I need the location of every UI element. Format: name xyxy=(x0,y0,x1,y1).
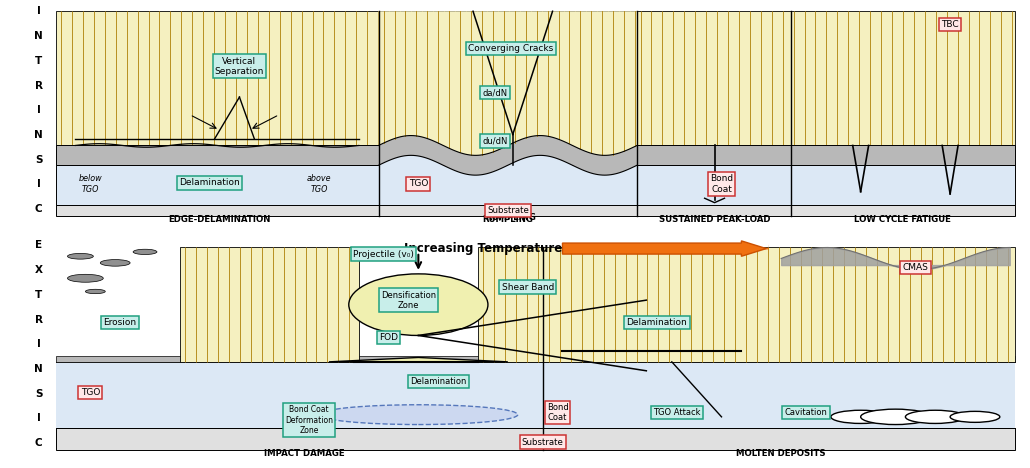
Text: MOLTEN DEPOSITS: MOLTEN DEPOSITS xyxy=(736,448,826,458)
Text: I: I xyxy=(37,180,40,190)
Text: Densification
Zone: Densification Zone xyxy=(381,291,436,310)
Text: R: R xyxy=(35,80,42,90)
Text: below
TGO: below TGO xyxy=(78,174,102,194)
Circle shape xyxy=(85,289,105,294)
Text: Delamination: Delamination xyxy=(410,377,467,386)
Ellipse shape xyxy=(319,405,518,424)
Text: S: S xyxy=(35,155,42,165)
Circle shape xyxy=(861,409,930,424)
Bar xyxy=(56,356,1015,362)
Bar xyxy=(56,428,1015,450)
Text: above
TGO: above TGO xyxy=(307,174,332,194)
Text: N: N xyxy=(34,130,43,140)
Text: I: I xyxy=(37,339,40,349)
Polygon shape xyxy=(379,11,637,155)
Text: T: T xyxy=(35,290,42,300)
Polygon shape xyxy=(329,358,508,362)
Text: Increasing Temperature: Increasing Temperature xyxy=(404,242,562,255)
Bar xyxy=(56,165,1015,205)
Polygon shape xyxy=(379,155,637,205)
Text: RUMPLING: RUMPLING xyxy=(485,213,537,222)
Text: E: E xyxy=(35,240,42,250)
Text: FOD: FOD xyxy=(379,333,398,342)
Circle shape xyxy=(100,260,130,266)
Text: D: D xyxy=(414,289,422,299)
Text: S: S xyxy=(35,389,42,399)
Text: Projectile (v₀): Projectile (v₀) xyxy=(353,249,414,259)
Text: I: I xyxy=(37,414,40,424)
Text: Delamination: Delamination xyxy=(179,178,240,187)
Text: N: N xyxy=(34,364,43,374)
Circle shape xyxy=(831,410,891,424)
Text: Vertical
Separation: Vertical Separation xyxy=(215,57,264,76)
Text: TGO Attack: TGO Attack xyxy=(653,408,700,417)
Bar xyxy=(56,205,1015,216)
Text: RUMPLING: RUMPLING xyxy=(482,214,534,224)
Text: N: N xyxy=(34,31,43,41)
Text: TBC: TBC xyxy=(941,20,959,29)
Text: C: C xyxy=(35,438,42,448)
Text: IMPACT DAMAGE: IMPACT DAMAGE xyxy=(264,448,344,458)
Circle shape xyxy=(950,411,1000,422)
Text: TGO: TGO xyxy=(80,388,100,397)
Bar xyxy=(56,362,1015,428)
Text: Cavitation: Cavitation xyxy=(785,408,827,417)
Text: Bond Coat
Deformation
Zone: Bond Coat Deformation Zone xyxy=(285,405,333,435)
Text: Shear Band: Shear Band xyxy=(502,283,554,292)
Text: Bond
Coat: Bond Coat xyxy=(710,174,733,194)
Text: X: X xyxy=(35,265,42,275)
Text: Bond
Coat: Bond Coat xyxy=(547,403,569,422)
Text: R: R xyxy=(35,314,42,324)
Circle shape xyxy=(68,253,94,259)
Bar xyxy=(56,146,1015,165)
Circle shape xyxy=(68,274,103,282)
Polygon shape xyxy=(379,136,637,175)
Text: T: T xyxy=(35,56,42,66)
FancyArrow shape xyxy=(562,241,766,256)
Text: Substrate: Substrate xyxy=(521,438,563,446)
Text: du/dN: du/dN xyxy=(482,137,508,146)
Text: LOW CYCLE FATIGUE: LOW CYCLE FATIGUE xyxy=(854,214,951,224)
Text: Substrate: Substrate xyxy=(487,206,528,215)
Bar xyxy=(180,248,358,362)
Text: C: C xyxy=(35,204,42,214)
Text: SUSTAINED PEAK-LOAD: SUSTAINED PEAK-LOAD xyxy=(659,214,770,224)
Circle shape xyxy=(905,410,965,424)
Text: EDGE-DELAMINATION: EDGE-DELAMINATION xyxy=(168,214,271,224)
Text: Converging Cracks: Converging Cracks xyxy=(469,44,553,53)
Ellipse shape xyxy=(349,274,488,336)
Text: Erosion: Erosion xyxy=(104,318,137,327)
Bar xyxy=(478,248,1015,362)
Bar xyxy=(56,11,1015,146)
Text: TGO: TGO xyxy=(409,179,428,189)
Circle shape xyxy=(133,249,157,255)
Text: CMAS: CMAS xyxy=(902,263,928,272)
Text: da/dN: da/dN xyxy=(482,88,508,97)
Text: I: I xyxy=(37,6,40,16)
Text: Delamination: Delamination xyxy=(626,318,687,327)
Text: I: I xyxy=(37,105,40,115)
